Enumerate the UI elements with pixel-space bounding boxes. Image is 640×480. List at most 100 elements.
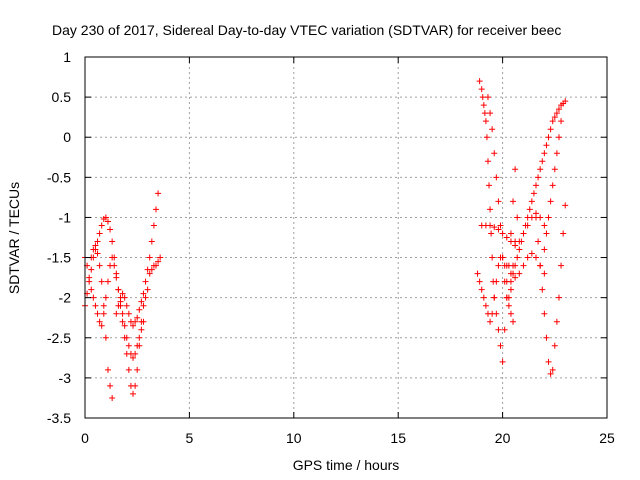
data-point: [501, 326, 508, 333]
y-tick-label: -0.5: [47, 169, 71, 185]
data-point: [535, 174, 542, 181]
y-tick-label: 0: [63, 129, 71, 145]
data-point: [499, 254, 506, 261]
data-point: [148, 238, 155, 245]
data-point: [489, 126, 496, 133]
series-track-e: [146, 254, 164, 277]
data-point: [483, 134, 490, 141]
data-point: [555, 294, 562, 301]
data-point: [136, 306, 143, 313]
data-point: [134, 314, 141, 321]
data-point: [130, 390, 137, 397]
data-point: [152, 262, 159, 269]
x-tick-label: 15: [390, 430, 406, 446]
data-point: [505, 294, 512, 301]
data-point: [539, 286, 546, 293]
data-point: [549, 118, 556, 125]
data-point: [142, 278, 149, 285]
data-point: [493, 174, 500, 181]
data-point: [487, 318, 494, 325]
data-point: [512, 242, 519, 249]
data-point: [125, 366, 132, 373]
x-tick-label: 5: [186, 430, 194, 446]
data-point: [486, 182, 493, 189]
data-point: [119, 318, 126, 325]
data-point: [520, 230, 527, 237]
data-point: [528, 250, 535, 257]
data-point: [541, 270, 548, 277]
data-point: [119, 310, 126, 317]
data-point: [123, 334, 130, 341]
data-point: [90, 246, 97, 253]
data-point: [512, 262, 519, 269]
data-point: [549, 182, 556, 189]
data-point: [109, 238, 116, 245]
data-point: [113, 274, 120, 281]
data-point: [497, 342, 504, 349]
data-point: [555, 134, 562, 141]
grid-lines: [85, 57, 607, 418]
y-tick-label: -2.5: [47, 330, 71, 346]
data-point: [507, 238, 514, 245]
data-point: [543, 334, 550, 341]
data-point: [551, 342, 558, 349]
data-point: [518, 238, 525, 245]
data-point: [138, 326, 145, 333]
data-point: [510, 318, 517, 325]
data-point: [488, 230, 495, 237]
data-point: [474, 270, 481, 277]
data-point: [104, 218, 111, 225]
data-point: [551, 166, 558, 173]
data-point: [541, 246, 548, 253]
data-point: [510, 270, 517, 277]
plot-frame: [84, 56, 608, 419]
data-point: [481, 110, 488, 117]
series-track-l: [533, 202, 569, 377]
data-point: [130, 354, 137, 361]
data-point: [484, 158, 491, 165]
data-point: [92, 302, 99, 309]
data-point: [491, 294, 498, 301]
y-tick-label: 1: [63, 49, 71, 65]
data-point: [520, 262, 527, 269]
x-tick-label: 10: [286, 430, 302, 446]
data-point: [102, 334, 109, 341]
data-point: [96, 230, 103, 237]
data-point: [553, 150, 560, 157]
data-point: [503, 234, 510, 241]
y-tick-label: -2: [59, 290, 72, 306]
data-point: [482, 118, 489, 125]
data-point: [155, 190, 162, 197]
data-point: [533, 254, 540, 261]
data-point: [507, 286, 514, 293]
data-point: [94, 238, 101, 245]
data-point: [503, 262, 510, 269]
data-point: [510, 198, 517, 205]
data-point: [551, 114, 558, 121]
data-point: [478, 86, 485, 93]
data-point: [489, 310, 496, 317]
data-point: [136, 334, 143, 341]
data-point: [100, 310, 107, 317]
data-point: [132, 382, 139, 389]
data-point: [125, 310, 132, 317]
data-point: [102, 214, 109, 221]
data-point: [499, 358, 506, 365]
data-point: [96, 318, 103, 325]
data-point: [90, 294, 97, 301]
data-point: [524, 214, 531, 221]
data-point: [487, 206, 494, 213]
data-point: [476, 278, 483, 285]
data-point: [478, 286, 485, 293]
data-point: [115, 286, 122, 293]
data-point: [547, 126, 554, 133]
data-point: [119, 290, 126, 297]
data-point: [562, 98, 569, 105]
data-point: [107, 382, 114, 389]
data-point: [507, 230, 514, 237]
data-point: [491, 224, 498, 231]
x-tick-label: 0: [81, 430, 89, 446]
data-point: [507, 278, 514, 285]
y-tick-label: -3: [59, 370, 72, 386]
axis-ticks: [84, 56, 608, 419]
